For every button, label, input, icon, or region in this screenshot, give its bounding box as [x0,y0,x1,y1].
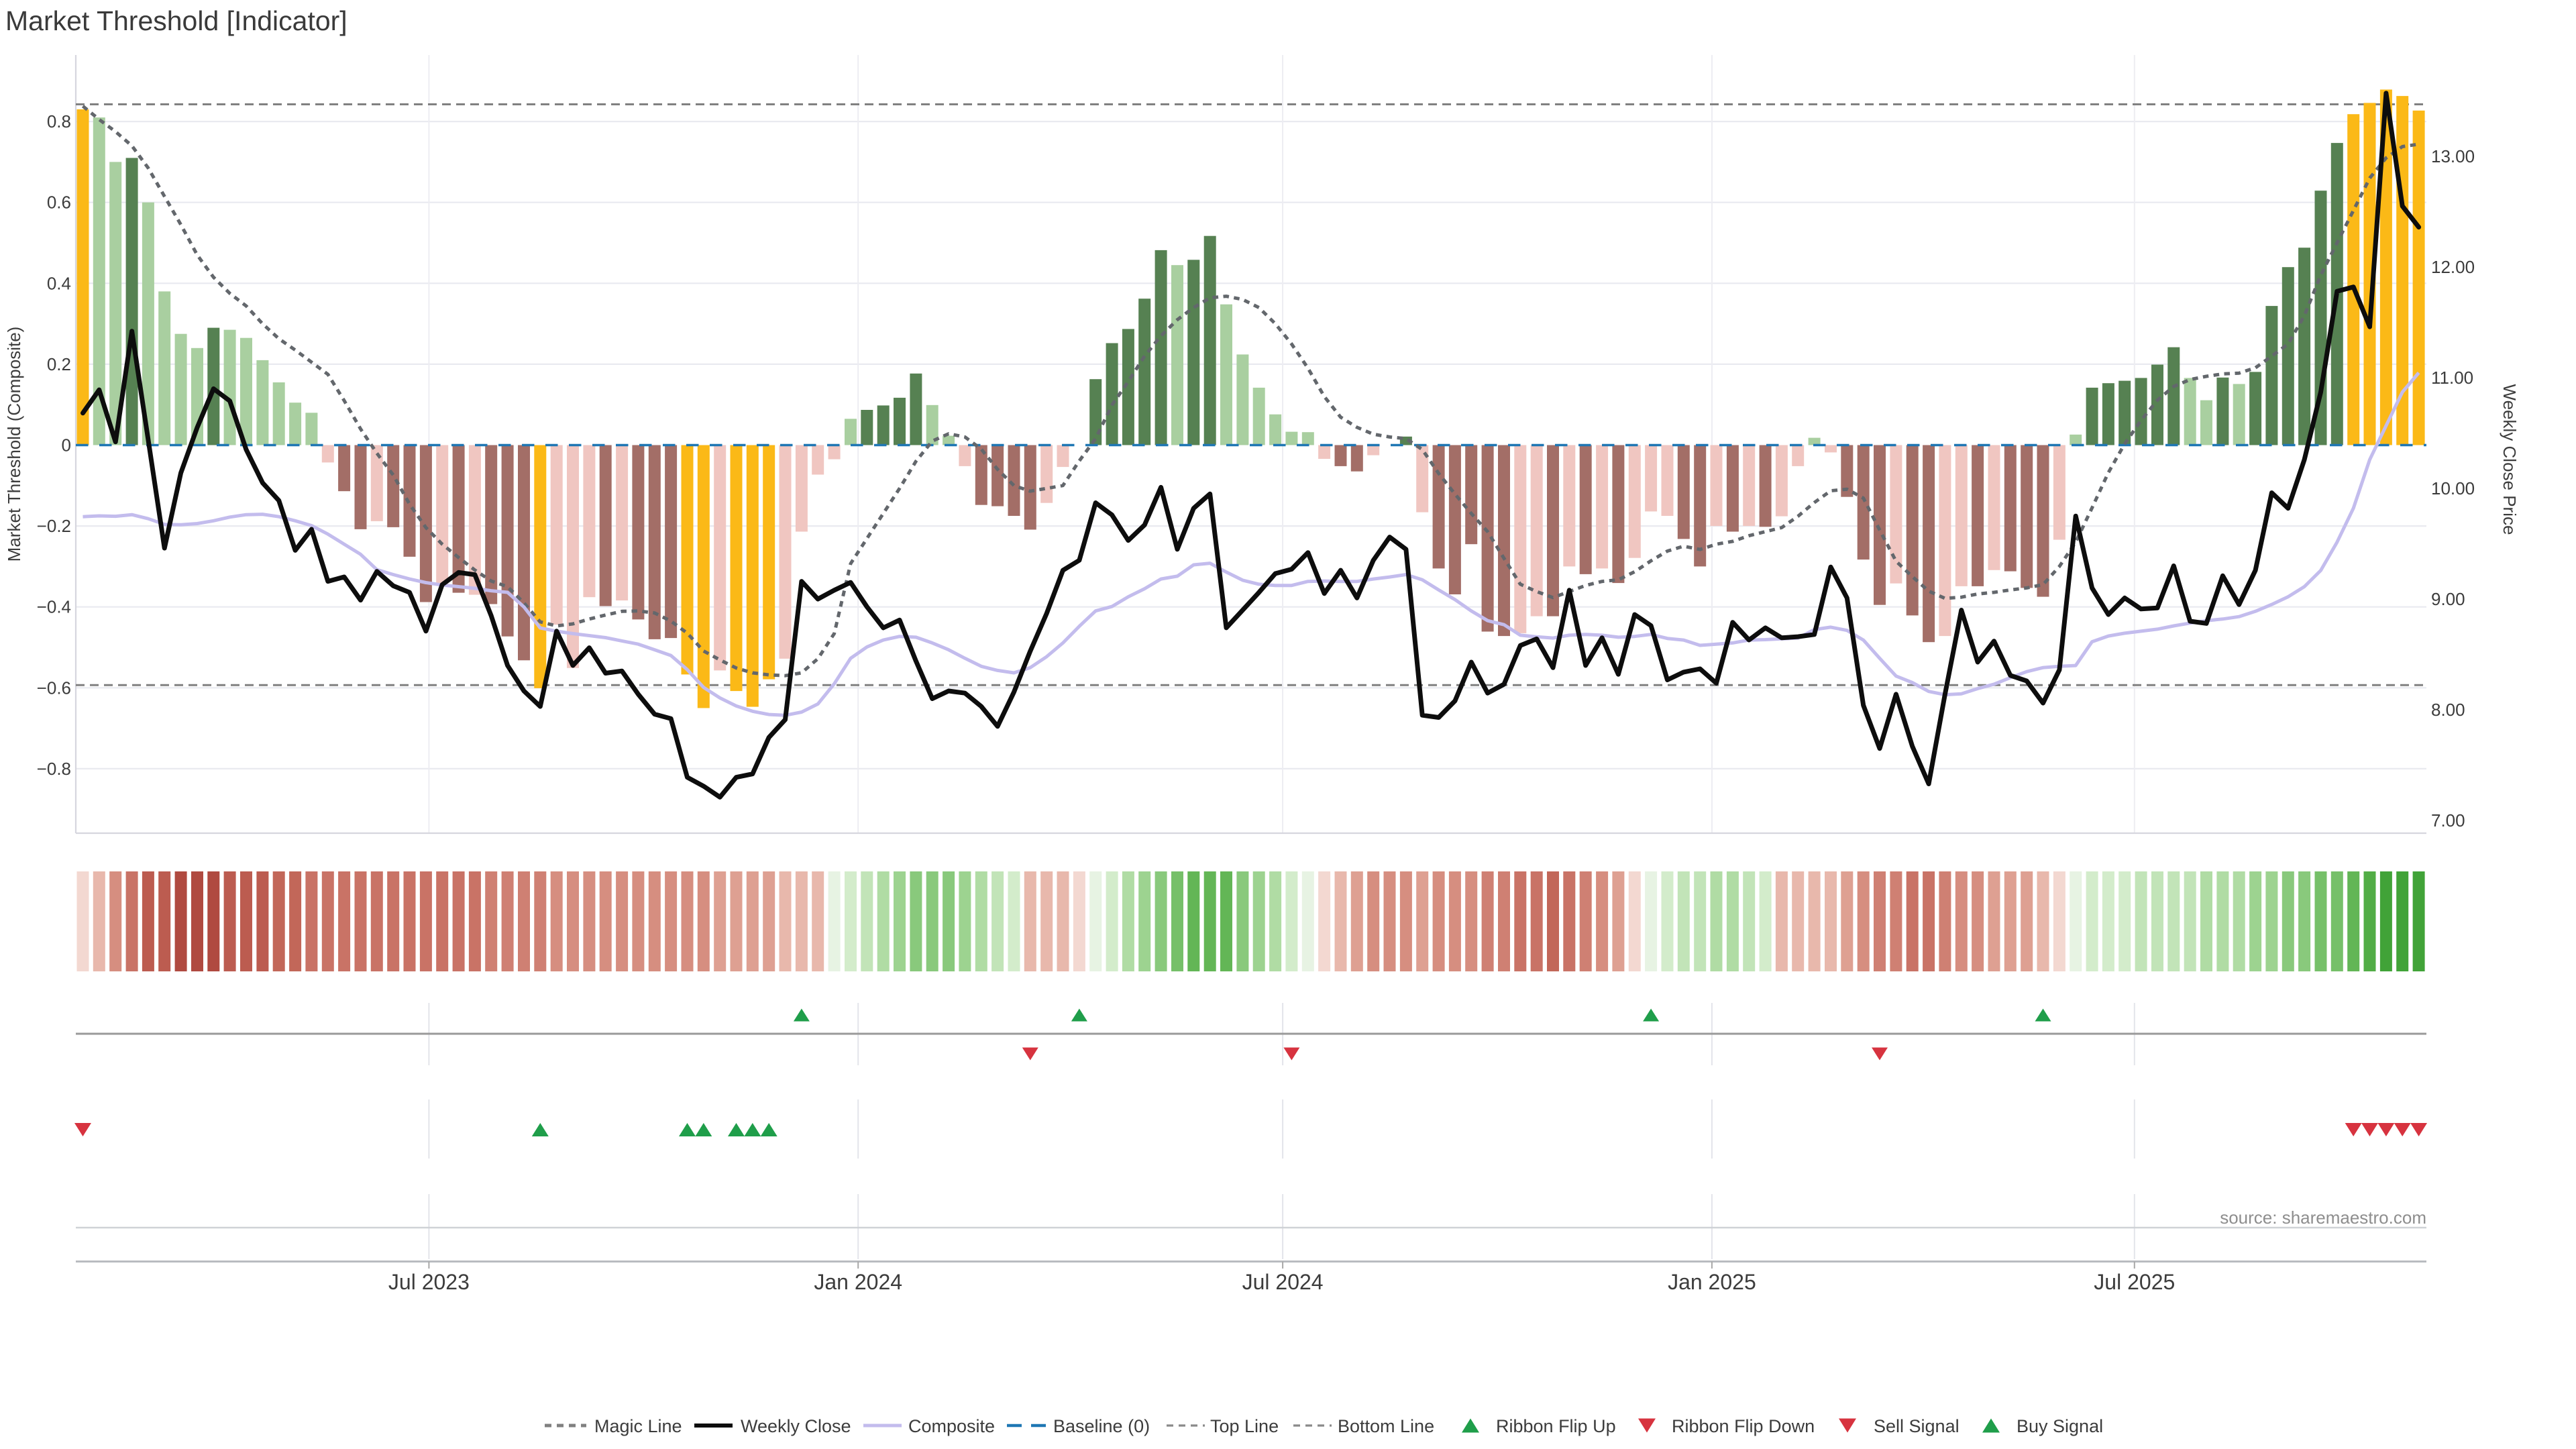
svg-text:0.2: 0.2 [47,354,71,374]
svg-text:8.00: 8.00 [2431,700,2465,720]
svg-text:Weekly Close: Weekly Close [741,1416,851,1436]
svg-text:Jul 2023: Jul 2023 [388,1270,470,1294]
svg-text:−0.2: −0.2 [37,516,71,536]
svg-text:11.00: 11.00 [2431,368,2473,388]
svg-text:0: 0 [62,435,71,455]
svg-text:0.8: 0.8 [47,111,71,131]
svg-text:−0.6: −0.6 [37,678,71,698]
svg-text:Baseline (0): Baseline (0) [1053,1416,1150,1436]
svg-text:Jul 2025: Jul 2025 [2094,1270,2175,1294]
svg-text:13.00: 13.00 [2431,146,2475,166]
svg-text:10.00: 10.00 [2431,478,2475,498]
svg-text:Jan 2025: Jan 2025 [1668,1270,1756,1294]
svg-text:Ribbon Flip Up: Ribbon Flip Up [1496,1416,1616,1436]
svg-text:0.6: 0.6 [47,193,71,213]
svg-text:−0.4: −0.4 [37,597,71,617]
svg-text:7.00: 7.00 [2431,810,2465,830]
svg-text:12.00: 12.00 [2431,257,2475,277]
svg-text:source: sharemaestro.com: source: sharemaestro.com [2220,1208,2426,1228]
svg-text:−0.8: −0.8 [37,759,71,779]
svg-text:Buy Signal: Buy Signal [2017,1416,2103,1436]
svg-text:Top Line: Top Line [1210,1416,1279,1436]
svg-text:9.00: 9.00 [2431,589,2465,609]
svg-text:Composite: Composite [908,1416,995,1436]
svg-text:Jul 2024: Jul 2024 [1242,1270,1324,1294]
svg-text:Market Threshold [Indicator]: Market Threshold [Indicator] [5,5,347,36]
svg-text:0.4: 0.4 [47,273,71,293]
svg-text:Weekly Close Price: Weekly Close Price [2500,384,2520,535]
svg-text:Market Threshold (Composite): Market Threshold (Composite) [4,327,24,562]
svg-text:Ribbon Flip Down: Ribbon Flip Down [1672,1416,1815,1436]
svg-text:Sell Signal: Sell Signal [1874,1416,1960,1436]
svg-text:Bottom Line: Bottom Line [1338,1416,1434,1436]
svg-text:Jan 2024: Jan 2024 [814,1270,902,1294]
svg-text:Magic Line: Magic Line [594,1416,682,1436]
